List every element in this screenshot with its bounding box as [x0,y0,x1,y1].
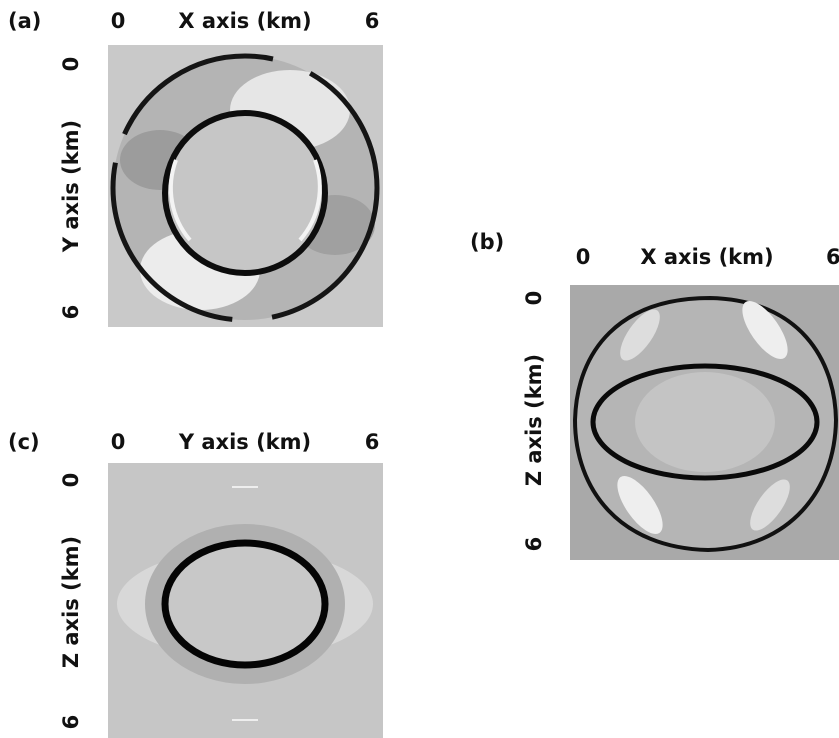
y-axis-title: Z axis (km) [522,354,546,486]
panel-label: (b) [470,230,504,254]
x-tick-label: 0 [111,9,126,33]
panel-a-image [108,45,383,327]
y-tick-label: 0 [59,473,83,488]
x-axis-title: X axis (km) [640,245,773,269]
figure: (a) 0 X axis (km) 6 0 Y axis (km) 6 (b) … [0,0,839,738]
x-axis-title: X axis (km) [178,9,311,33]
x-tick-label: 6 [826,245,839,269]
panel-label: (a) [8,9,41,33]
panel-label: (c) [8,430,40,454]
x-tick-label: 6 [365,430,380,454]
panel-c-image [108,463,383,738]
y-tick-label: 0 [59,57,83,72]
x-tick-label: 6 [365,9,380,33]
y-tick-label: 6 [522,537,546,552]
x-tick-label: 0 [111,430,126,454]
panel-b-image [570,285,839,560]
x-tick-label: 0 [576,245,591,269]
y-tick-label: 6 [59,715,83,730]
x-axis-title: Y axis (km) [178,430,311,454]
y-tick-label: 6 [59,305,83,320]
y-tick-label: 0 [522,291,546,306]
y-axis-title: Z axis (km) [59,536,83,668]
y-axis-title: Y axis (km) [59,120,83,253]
